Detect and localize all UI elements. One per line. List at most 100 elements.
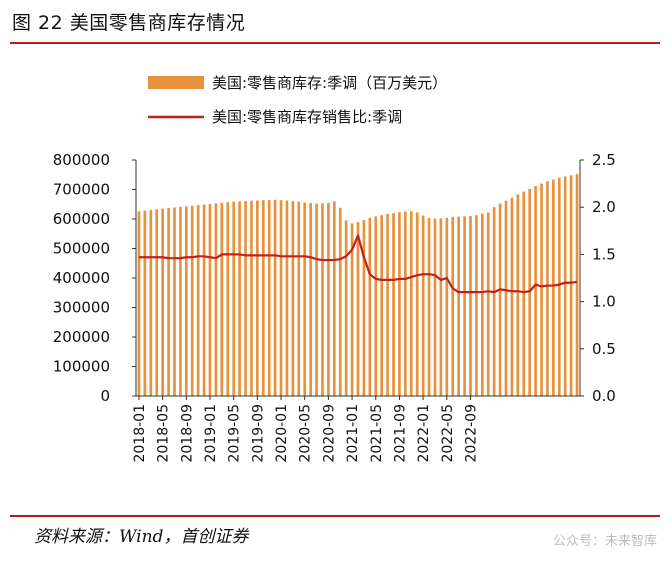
bar xyxy=(184,206,188,396)
x-tick-label: 2021-09 xyxy=(392,404,408,463)
bar-series xyxy=(137,174,579,397)
x-tick-label: 2018-01 xyxy=(132,404,148,463)
bar xyxy=(167,208,170,396)
bar xyxy=(267,200,271,396)
x-tick-label: 2020-01 xyxy=(274,404,290,463)
bar xyxy=(522,191,526,396)
bar xyxy=(309,203,312,396)
bar xyxy=(386,213,389,396)
bar xyxy=(362,219,366,396)
bar xyxy=(285,200,289,396)
bar xyxy=(368,217,372,396)
bar xyxy=(374,216,378,396)
bar xyxy=(279,200,283,396)
bar xyxy=(546,181,549,396)
legend-line-label: 美国:零售商库存销售比:季调 xyxy=(212,108,402,126)
x-tick-label: 2022-05 xyxy=(440,404,456,463)
left-tick-label: 400000 xyxy=(53,269,110,287)
bar xyxy=(238,201,241,396)
left-tick-label: 200000 xyxy=(53,328,110,346)
bar xyxy=(250,200,253,396)
bar xyxy=(232,201,236,396)
bar xyxy=(534,185,537,396)
left-tick-label: 0 xyxy=(100,387,110,405)
bar xyxy=(557,177,561,396)
bar xyxy=(540,183,543,396)
bar xyxy=(161,208,164,396)
bar xyxy=(291,201,295,396)
bar xyxy=(510,197,514,396)
bar xyxy=(445,217,449,396)
x-tick-label: 2021-01 xyxy=(345,404,361,463)
right-tick-label: 0.0 xyxy=(592,387,616,405)
bar xyxy=(350,223,354,396)
bar xyxy=(569,175,573,396)
left-tick-label: 100000 xyxy=(53,358,110,376)
bar xyxy=(273,199,277,396)
bar xyxy=(528,188,532,396)
left-tick-label: 600000 xyxy=(53,210,110,228)
bar xyxy=(143,210,147,396)
axes: 0 100000 200000 300000 400000 500000 600000 700… xyxy=(53,151,616,463)
bar xyxy=(498,203,502,396)
left-tick-label: 500000 xyxy=(53,240,110,258)
bar xyxy=(486,212,490,396)
x-tick-label: 2018-05 xyxy=(156,404,172,463)
bar xyxy=(356,221,360,396)
bar xyxy=(451,216,455,396)
x-tick-label: 2022-09 xyxy=(463,404,479,463)
bar xyxy=(297,201,301,396)
bar xyxy=(226,202,230,396)
bar xyxy=(256,200,259,396)
bar xyxy=(433,218,437,396)
bar xyxy=(261,200,265,396)
bar xyxy=(480,213,484,396)
line-series xyxy=(138,234,578,294)
bar xyxy=(563,176,567,396)
bar xyxy=(344,220,348,396)
bar xyxy=(398,212,401,396)
right-tick-label: 0.5 xyxy=(592,340,616,358)
bar xyxy=(332,201,336,396)
bar xyxy=(155,209,159,396)
bar xyxy=(137,211,141,396)
bar xyxy=(321,203,324,396)
title-rule xyxy=(10,42,660,44)
x-tick-label: 2020-05 xyxy=(298,404,314,463)
x-tick-label: 2019-09 xyxy=(250,404,266,463)
bar xyxy=(439,218,443,396)
bar xyxy=(421,215,425,396)
bar xyxy=(427,218,431,396)
bar xyxy=(179,206,182,396)
x-tick-label: 2020-09 xyxy=(321,404,337,463)
left-tick-label: 700000 xyxy=(53,181,110,199)
bar xyxy=(516,194,520,396)
legend-bar-swatch xyxy=(148,76,204,89)
bar xyxy=(220,202,224,396)
bar xyxy=(303,202,307,396)
x-tick-label: 2019-01 xyxy=(203,404,219,463)
bar xyxy=(208,203,212,396)
bar xyxy=(392,213,395,396)
right-tick-label: 1.5 xyxy=(592,245,616,263)
bar xyxy=(457,216,460,396)
footer-rule xyxy=(10,515,660,517)
bar xyxy=(315,203,318,396)
bar xyxy=(504,200,508,396)
legend: 美国:零售商库存:季调（百万美元） 美国:零售商库存销售比:季调 xyxy=(148,74,447,126)
left-tick-label: 300000 xyxy=(53,299,110,317)
right-tick-label: 2.0 xyxy=(592,198,616,216)
source-note: 资料来源：Wind，首创证券 xyxy=(34,527,249,547)
bar xyxy=(190,205,194,396)
right-tick-label: 2.5 xyxy=(592,151,616,169)
left-tick-label: 800000 xyxy=(53,151,110,169)
x-tick-label: 2022-01 xyxy=(416,404,432,463)
inventory-sales-ratio-line xyxy=(138,234,578,294)
bar xyxy=(327,202,330,396)
bar xyxy=(475,215,478,396)
bar xyxy=(202,204,206,396)
x-tick-label: 2019-05 xyxy=(227,404,243,463)
bar xyxy=(552,179,555,396)
bar xyxy=(244,201,247,396)
